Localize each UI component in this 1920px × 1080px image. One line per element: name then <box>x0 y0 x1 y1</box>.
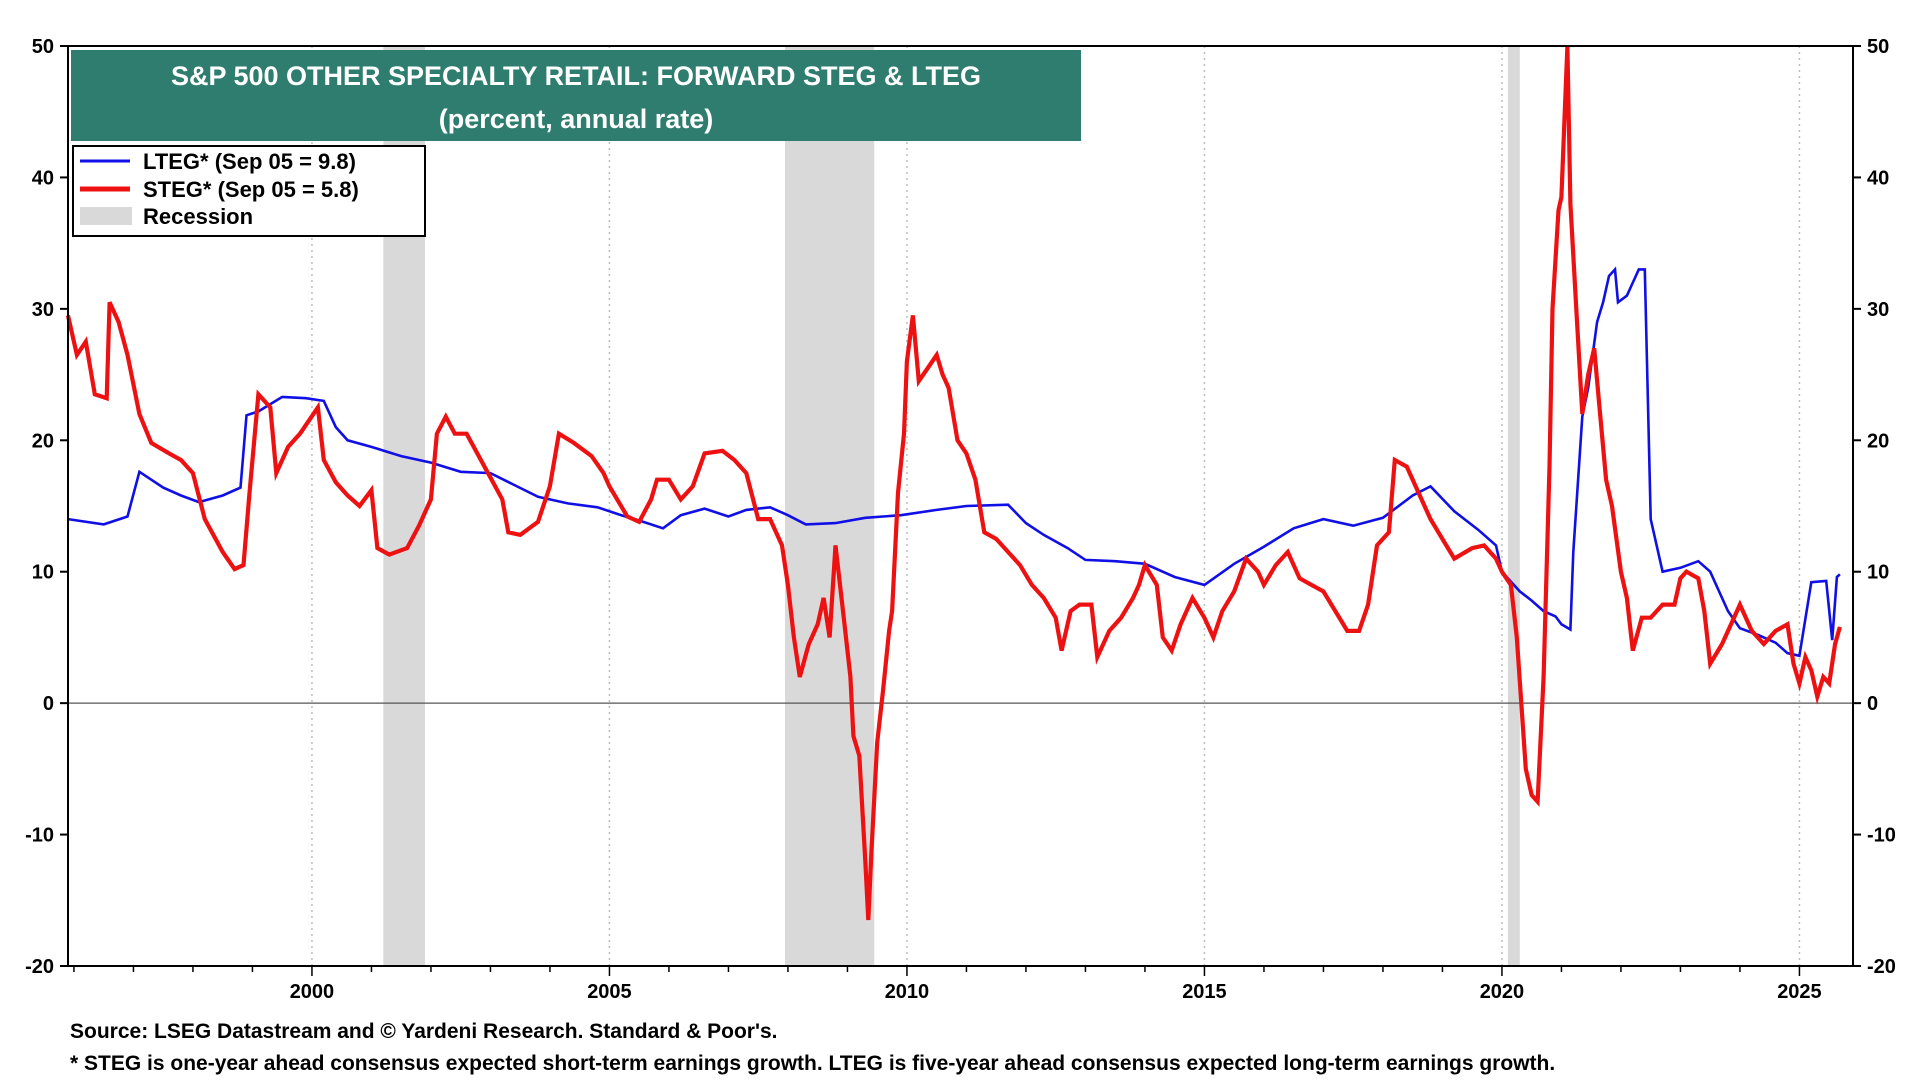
grid <box>68 46 1853 966</box>
x-tick-label-1: 2005 <box>587 981 632 1003</box>
y-tick-label-left-1: -10 <box>25 825 54 847</box>
legend: LTEG* (Sep 05 = 9.8) STEG* (Sep 05 = 5.8… <box>72 145 426 237</box>
chart-title: S&P 500 OTHER SPECIALTY RETAIL: FORWARD … <box>171 61 981 91</box>
legend-swatch-recession <box>80 207 132 225</box>
y-tick-label-right-6: 40 <box>1867 167 1889 189</box>
plot-frame <box>67 45 1854 967</box>
x-tick-label-4: 2020 <box>1480 981 1525 1003</box>
legend-label-steg: STEG* (Sep 05 = 5.8) <box>143 177 359 202</box>
y-tick-label-right-7: 50 <box>1867 36 1889 58</box>
series-line-lteg <box>67 266 1841 658</box>
title-background <box>71 50 1081 141</box>
y-tick-label-right-0: -20 <box>1867 956 1896 978</box>
recession-band-1 <box>784 46 875 966</box>
legend-label-recession: Recession <box>143 204 253 229</box>
y-tick-label-right-4: 20 <box>1867 430 1889 452</box>
chart-subtitle: (percent, annual rate) <box>439 104 714 134</box>
series-lines <box>65 45 1842 921</box>
title-box: S&P 500 OTHER SPECIALTY RETAIL: FORWARD … <box>71 50 1081 141</box>
y-tick-label-right-1: -10 <box>1867 825 1896 847</box>
y-tick-label-left-4: 20 <box>32 430 54 452</box>
legend-label-lteg: LTEG* (Sep 05 = 9.8) <box>143 149 356 174</box>
y-tick-label-right-2: 0 <box>1867 693 1878 715</box>
footnote: * STEG is one-year ahead consensus expec… <box>70 1052 1555 1075</box>
recession-bands <box>383 46 1520 966</box>
y-tick-label-left-0: -20 <box>25 956 54 978</box>
x-tick-label-2: 2010 <box>885 981 930 1003</box>
x-tick-label-3: 2015 <box>1182 981 1227 1003</box>
y-tick-label-right-5: 30 <box>1867 299 1889 321</box>
y-tick-label-left-7: 50 <box>32 36 54 58</box>
y-tick-label-left-5: 30 <box>32 299 54 321</box>
recession-band-2 <box>1507 46 1520 966</box>
y-tick-label-left-6: 40 <box>32 167 54 189</box>
y-tick-label-left-3: 10 <box>32 562 54 584</box>
source-note: Source: LSEG Datastream and © Yardeni Re… <box>70 1020 777 1043</box>
series-line-steg <box>65 45 1842 921</box>
x-tick-label-5: 2025 <box>1777 981 1822 1003</box>
y-tick-label-right-3: 10 <box>1867 562 1889 584</box>
y-tick-label-left-2: 0 <box>43 693 54 715</box>
x-tick-label-0: 2000 <box>290 981 335 1003</box>
